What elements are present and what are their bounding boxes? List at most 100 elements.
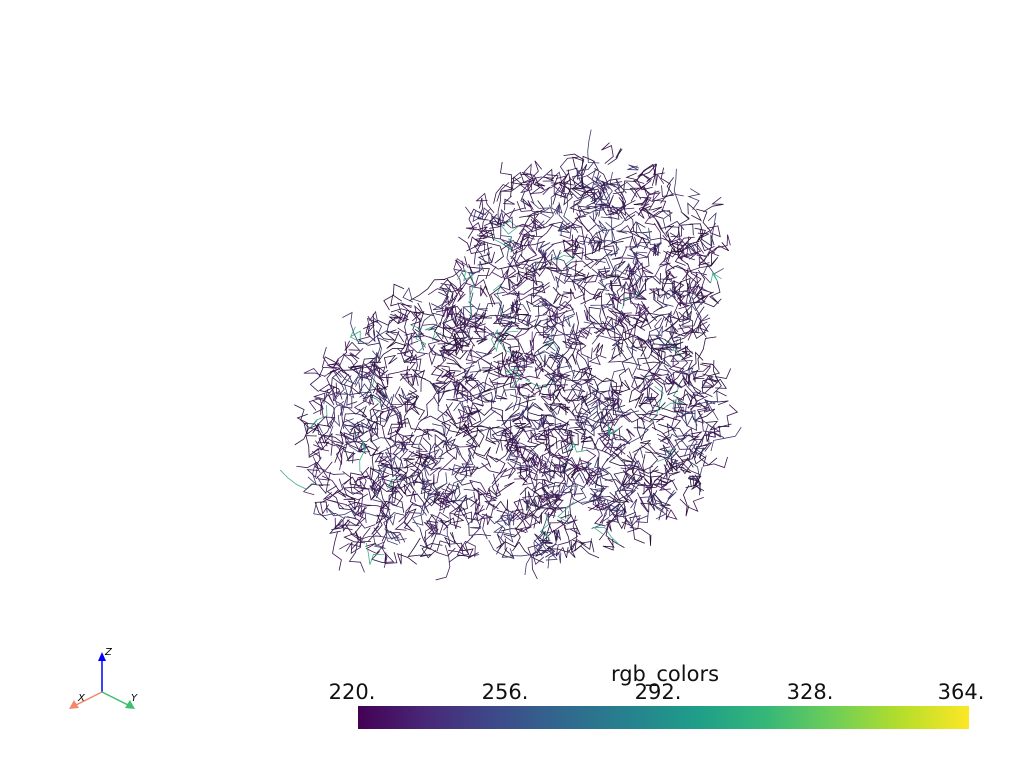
bond-segment	[314, 397, 336, 429]
bond-segment	[605, 505, 619, 526]
bond-segment	[544, 298, 564, 316]
bond-segment	[606, 242, 618, 256]
bond-segment	[707, 212, 717, 246]
bond-segment	[563, 288, 586, 308]
bond-segment	[507, 338, 520, 368]
bond-segment	[491, 237, 519, 251]
bond-segment	[559, 472, 585, 494]
bond-segment	[565, 265, 586, 289]
bond-segment	[464, 256, 490, 280]
bond-segment	[531, 243, 555, 268]
bond-segment	[537, 429, 555, 452]
bond-segment	[556, 370, 587, 382]
bond-segment	[519, 215, 539, 226]
bond-segment	[501, 323, 514, 333]
bond-segment	[691, 363, 712, 383]
z-label: Z	[104, 647, 113, 658]
bond-segment	[491, 426, 513, 435]
bond-segment	[411, 368, 437, 392]
bond-segment	[526, 499, 530, 511]
bond-segment	[652, 288, 664, 313]
bond-segment	[643, 233, 680, 250]
bond-segment	[602, 408, 621, 429]
bond-segment	[369, 474, 390, 493]
bond-segment	[658, 423, 686, 441]
bond-segment	[701, 378, 728, 389]
bond-segment	[594, 167, 627, 194]
bond-segment	[511, 365, 536, 396]
bond-segment	[523, 254, 553, 267]
bond-segment	[335, 446, 345, 466]
bond-segment	[614, 184, 635, 210]
bond-segment	[453, 269, 468, 292]
bond-segment	[420, 415, 451, 436]
bond-segment	[571, 274, 594, 291]
bond-segment	[588, 487, 607, 511]
bond-segment	[306, 456, 319, 478]
bond-segment	[337, 363, 364, 385]
bond-segment	[365, 445, 387, 463]
y-arrow-icon	[125, 700, 135, 709]
bond-segment	[342, 353, 363, 392]
bond-segment	[586, 171, 605, 191]
bond-segment	[598, 520, 612, 541]
bond-segment	[511, 303, 537, 326]
bond-segment	[702, 455, 728, 469]
bond-segment	[496, 184, 532, 202]
bond-segment	[510, 241, 525, 253]
bond-segment	[452, 369, 470, 395]
bond-segment	[573, 367, 593, 380]
bond-segment	[409, 279, 446, 302]
bond-segment	[302, 475, 324, 496]
bond-segment	[516, 497, 528, 521]
bond-segment	[394, 405, 403, 447]
bond-segment	[411, 474, 425, 487]
bond-segment	[574, 449, 597, 469]
bond-segment	[551, 301, 575, 317]
bond-segment	[471, 394, 484, 407]
bond-segment	[649, 492, 669, 512]
bond-segment	[387, 530, 407, 542]
bond-segment	[686, 286, 706, 312]
colorbar-tick: 292.	[634, 680, 682, 704]
bond-segment	[648, 288, 668, 311]
bond-segment	[395, 475, 412, 497]
bond-segment	[663, 237, 692, 263]
bond-segment	[555, 545, 569, 559]
bond-segment	[552, 176, 572, 205]
bond-segment	[372, 533, 386, 549]
bond-segment	[506, 434, 520, 453]
bond-segment	[616, 194, 636, 212]
bond-segment	[455, 336, 474, 356]
bond-segment	[606, 518, 627, 530]
bond-segment	[635, 303, 650, 315]
bond-segment	[663, 464, 681, 487]
bond-segment	[504, 367, 521, 388]
bond-segment	[694, 227, 715, 252]
bond-segment	[500, 528, 524, 538]
bond-segment	[552, 456, 578, 478]
bond-segment	[580, 405, 599, 428]
bond-segment	[500, 207, 516, 229]
bond-segment	[410, 324, 427, 353]
bond-segment	[345, 536, 362, 554]
bond-segment	[662, 234, 695, 252]
bond-segment	[416, 428, 434, 452]
bond-segment	[671, 380, 696, 392]
bond-segment	[660, 354, 680, 374]
bond-segment	[557, 515, 578, 546]
bond-segment	[438, 388, 464, 404]
bond-segment	[500, 235, 513, 268]
bond-segment	[475, 303, 487, 327]
bond-segment	[446, 483, 461, 504]
bond-segment	[441, 488, 464, 510]
bond-segment	[573, 192, 596, 213]
bond-segment	[397, 553, 418, 565]
bond-segment	[394, 310, 411, 322]
bond-segment	[580, 435, 596, 447]
bond-segment	[376, 486, 392, 519]
bond-segment	[353, 393, 373, 414]
bond-segment	[717, 404, 739, 428]
bond-segment	[343, 524, 366, 544]
